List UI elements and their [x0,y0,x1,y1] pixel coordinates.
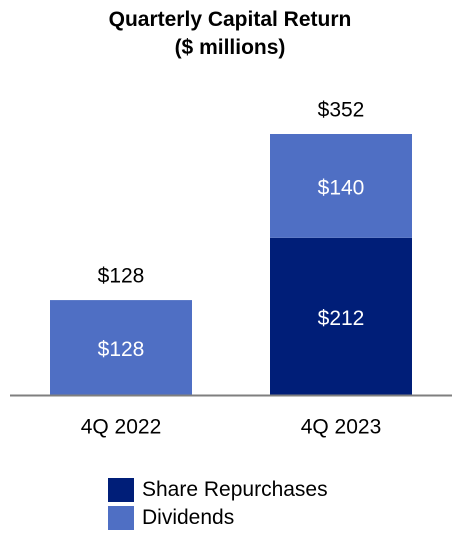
bar-dividends-2 [270,134,412,238]
x-tick-label-1: 4Q 2022 [81,416,162,439]
bar-chart: $128 $128 4Q 2022 $212 $140 $352 4Q 2023 [10,99,452,439]
bar-share-repurchases-2 [270,237,412,395]
chart-title: Quarterly Capital Return [108,8,352,31]
legend-label-dividends: Dividends [142,506,235,529]
data-label-dividends-1: $128 [98,338,145,361]
legend-item-dividends: Dividends [108,504,328,532]
total-label-2: $352 [318,99,365,122]
legend: Share Repurchases Dividends [108,476,328,532]
bar-dividends-1 [50,300,192,395]
data-label-dividends-2: $140 [318,176,365,199]
total-label-1: $128 [98,265,145,288]
legend-swatch-share-repurchases [108,478,134,502]
data-label-share-repurchases-2: $212 [318,307,365,330]
x-tick-label-2: 4Q 2023 [301,416,382,439]
legend-item-share-repurchases: Share Repurchases [108,476,328,504]
legend-label-share-repurchases: Share Repurchases [142,478,328,501]
chart-subtitle: ($ millions) [174,36,286,59]
legend-swatch-dividends [108,506,134,530]
